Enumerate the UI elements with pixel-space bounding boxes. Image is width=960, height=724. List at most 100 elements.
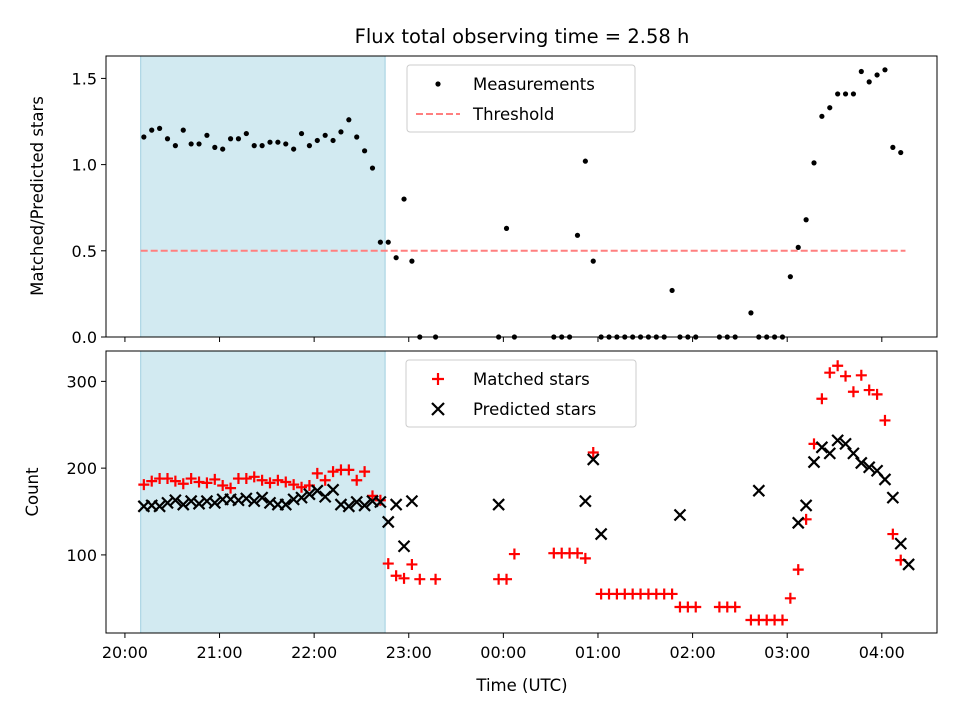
matched-star-point [430, 573, 442, 585]
measurement-point [874, 72, 880, 78]
predicted-star-point [752, 484, 766, 497]
matched-star-point [887, 528, 899, 540]
matched-star-point [264, 477, 276, 489]
measurement-point [377, 239, 383, 245]
measurement-point [227, 136, 234, 142]
measurement-point [827, 105, 833, 111]
chart-title: Flux total observing time = 2.58 h [355, 25, 690, 48]
predicted-star-point [492, 498, 505, 511]
x-axis-label: Time (UTC) [475, 676, 567, 695]
measurement-point [819, 113, 825, 119]
predicted-star-point [594, 527, 608, 541]
measurement-point [787, 274, 793, 280]
predicted-star-point [169, 493, 182, 507]
shaded-observing-window [140, 55, 386, 338]
matched-star-point [169, 475, 181, 487]
top-axes: 0.0 0.5 1.0 1.5 Matched/Predicted stars Mea… [28, 55, 938, 347]
matched-star-point [784, 592, 796, 604]
measurement-point [582, 158, 588, 164]
predicted-star-point [350, 495, 363, 509]
predicted-star-point [902, 558, 915, 571]
matched-star-point [280, 476, 292, 488]
legend-measurements-marker [435, 81, 441, 87]
matched-star-point [729, 601, 741, 613]
y-bottom-tick-label: 300 [66, 372, 97, 391]
x-tick-label: 23:00 [386, 643, 432, 662]
x-tick-label: 01:00 [575, 643, 621, 662]
y-top-tick-label: 1.5 [72, 69, 97, 88]
measurement-point [172, 143, 178, 149]
legend-matched-marker [432, 373, 444, 385]
matched-star-point [406, 558, 418, 570]
measurements-series [141, 67, 904, 340]
measurement-point [669, 287, 675, 294]
matched-star-point [824, 367, 836, 379]
measurement-point [842, 91, 849, 97]
predicted-star-point [389, 498, 403, 511]
measurement-point [590, 258, 596, 264]
predicted-star-point [192, 497, 206, 510]
legend-measurements-label: Measurements [473, 75, 595, 94]
predicted-star-point [405, 494, 419, 508]
shaded-observing-window-bottom [140, 350, 386, 634]
measurement-point [188, 141, 194, 147]
measurement-point [866, 79, 872, 85]
predicted-star-point [815, 441, 829, 454]
predicted-star-point [240, 492, 253, 505]
x-tick-label: 04:00 [859, 643, 905, 662]
matched-star-point [501, 573, 513, 585]
measurement-point [503, 225, 510, 231]
matched-star-point [225, 482, 237, 494]
matched-star-point [571, 547, 583, 559]
measurement-point [385, 239, 391, 245]
measurement-point [393, 255, 399, 261]
y-bottom-tick-label: 200 [66, 459, 97, 478]
legend-predicted-marker [431, 402, 445, 416]
matched-star-point [587, 447, 599, 459]
predicted-star-point [823, 447, 837, 460]
predicted-star-point [176, 498, 190, 511]
predicted-star-point [807, 455, 821, 469]
matched-star-point [414, 573, 426, 585]
measurement-point [322, 132, 328, 138]
predicted-star-point [255, 491, 269, 504]
predicted-star-point [153, 500, 166, 513]
predicted-star-point [839, 437, 852, 451]
matched-star-point [327, 466, 339, 478]
matched-star-point [382, 558, 394, 570]
measurement-point [803, 217, 809, 223]
x-tick-label: 02:00 [670, 643, 716, 662]
measurement-point [164, 136, 171, 142]
legend-top: Measurements Threshold [406, 64, 636, 133]
measurement-point [267, 139, 273, 145]
matched-star-point [690, 601, 702, 613]
matched-star-point [374, 494, 386, 506]
measurement-point [212, 144, 218, 150]
matched-star-point [579, 552, 591, 564]
legend-threshold-label: Threshold [472, 105, 554, 124]
x-tick-label: 22:00 [291, 643, 337, 662]
measurement-point [157, 125, 163, 132]
measurement-point [811, 160, 817, 166]
y-bottom-tick-label: 100 [66, 546, 97, 565]
matched-star-point [319, 474, 331, 486]
matched-star-point [847, 386, 859, 398]
predicted-star-point [586, 453, 600, 466]
predicted-star-point [855, 456, 868, 470]
matched-star-point [343, 464, 355, 476]
predicted-star-point [184, 494, 198, 508]
matched-star-point [855, 369, 867, 381]
measurement-point [141, 134, 147, 140]
measurement-point [574, 232, 581, 238]
measurement-point [149, 127, 155, 133]
bottom-axes-ticks: 20:00 21:00 22:00 23:00 00:00 01:00 02:00 03:00… [66, 372, 904, 662]
predicted-star-point [279, 498, 293, 511]
matched-star-point [863, 384, 875, 396]
matched-star-point [177, 478, 189, 490]
x-tick-label: 03:00 [764, 643, 810, 662]
measurement-point [890, 144, 896, 150]
predicted-stars-series [137, 434, 915, 571]
measurement-point [409, 258, 415, 264]
matched-star-point [256, 474, 268, 486]
